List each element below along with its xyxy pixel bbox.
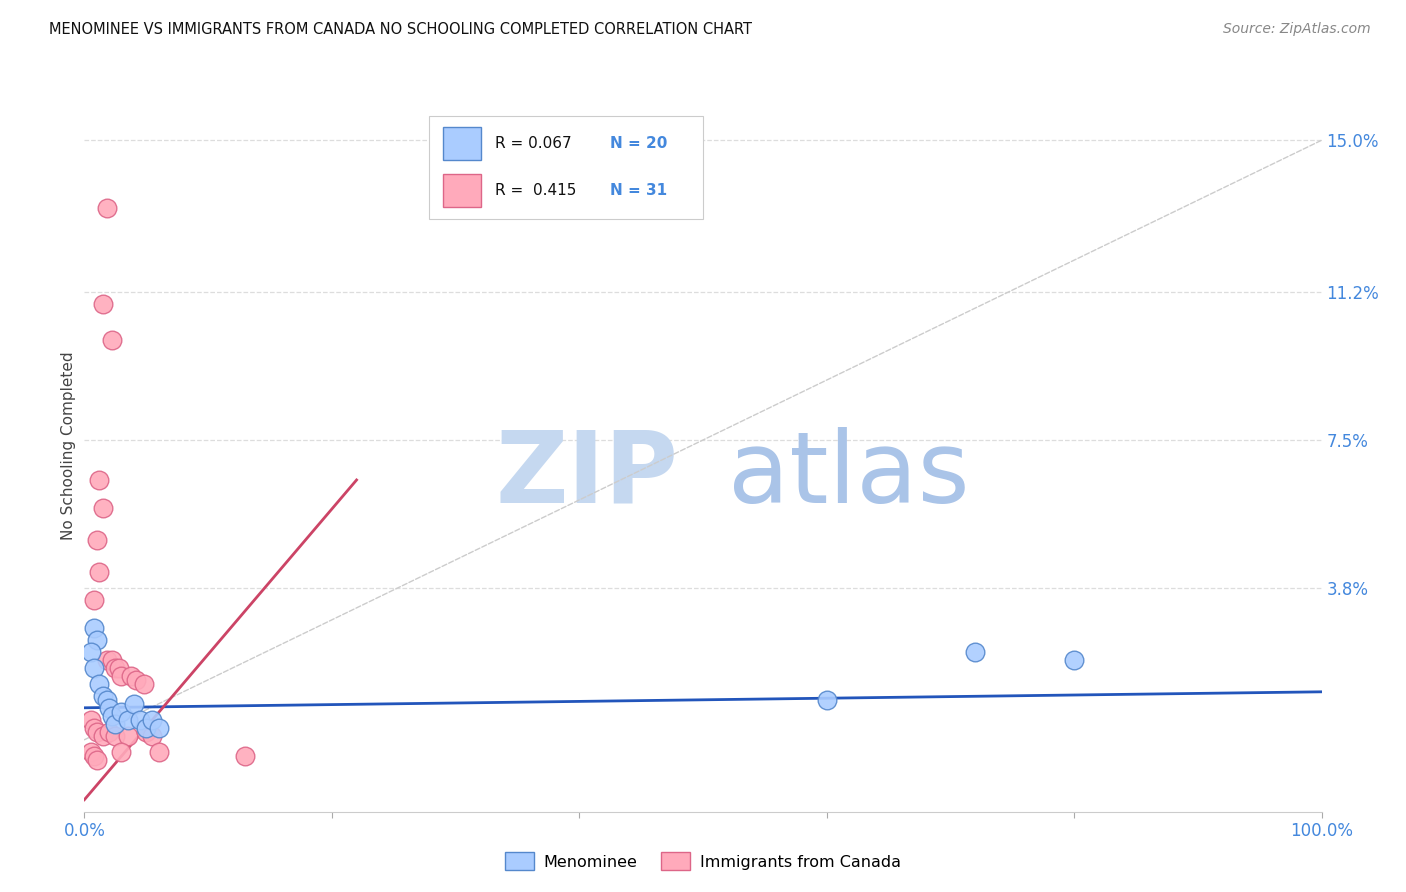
Point	[89, 473, 111, 487]
Point	[100, 653, 122, 667]
Point	[110, 669, 132, 683]
FancyBboxPatch shape	[443, 175, 481, 207]
Text: MENOMINEE VS IMMIGRANTS FROM CANADA NO SCHOOLING COMPLETED CORRELATION CHART: MENOMINEE VS IMMIGRANTS FROM CANADA NO S…	[49, 22, 752, 37]
Point	[79, 645, 101, 659]
Point	[96, 693, 118, 707]
Text: N = 20: N = 20	[610, 136, 668, 151]
Point	[91, 689, 114, 703]
Point	[129, 713, 152, 727]
Point	[141, 729, 163, 743]
Point	[83, 721, 105, 735]
Point	[79, 745, 101, 759]
Point	[83, 593, 105, 607]
Point	[86, 533, 108, 547]
Point	[965, 645, 987, 659]
Point	[86, 753, 108, 767]
Point	[104, 716, 127, 731]
Point	[148, 721, 170, 735]
Point	[96, 653, 118, 667]
Point	[98, 724, 121, 739]
Point	[1063, 653, 1085, 667]
Point	[96, 201, 118, 215]
Point	[117, 729, 139, 743]
Point	[104, 729, 127, 743]
Point	[815, 693, 838, 707]
Point	[89, 677, 111, 691]
Point	[148, 745, 170, 759]
Point	[86, 632, 108, 647]
Y-axis label: No Schooling Completed: No Schooling Completed	[60, 351, 76, 541]
Point	[86, 724, 108, 739]
Text: Source: ZipAtlas.com: Source: ZipAtlas.com	[1223, 22, 1371, 37]
Point	[91, 500, 114, 515]
Text: N = 31: N = 31	[610, 184, 666, 198]
Point	[117, 713, 139, 727]
Point	[83, 661, 105, 675]
Point	[98, 700, 121, 714]
Point	[91, 729, 114, 743]
Point	[89, 565, 111, 579]
FancyBboxPatch shape	[429, 116, 703, 219]
Point	[108, 661, 131, 675]
Point	[120, 669, 142, 683]
Text: atlas: atlas	[728, 426, 969, 524]
Point	[122, 697, 145, 711]
Point	[110, 705, 132, 719]
Point	[83, 621, 105, 635]
Text: R = 0.067: R = 0.067	[495, 136, 571, 151]
Point	[135, 721, 157, 735]
Point	[100, 333, 122, 347]
Point	[104, 661, 127, 675]
Point	[110, 745, 132, 759]
Point	[135, 724, 157, 739]
Point	[100, 708, 122, 723]
Point	[83, 748, 105, 763]
Point	[91, 297, 114, 311]
Legend: Menominee, Immigrants from Canada: Menominee, Immigrants from Canada	[499, 846, 907, 877]
Point	[132, 677, 155, 691]
Point	[125, 673, 148, 687]
Point	[79, 713, 101, 727]
Text: ZIP: ZIP	[495, 426, 678, 524]
Text: R =  0.415: R = 0.415	[495, 184, 576, 198]
Point	[233, 748, 256, 763]
FancyBboxPatch shape	[443, 128, 481, 160]
Point	[141, 713, 163, 727]
